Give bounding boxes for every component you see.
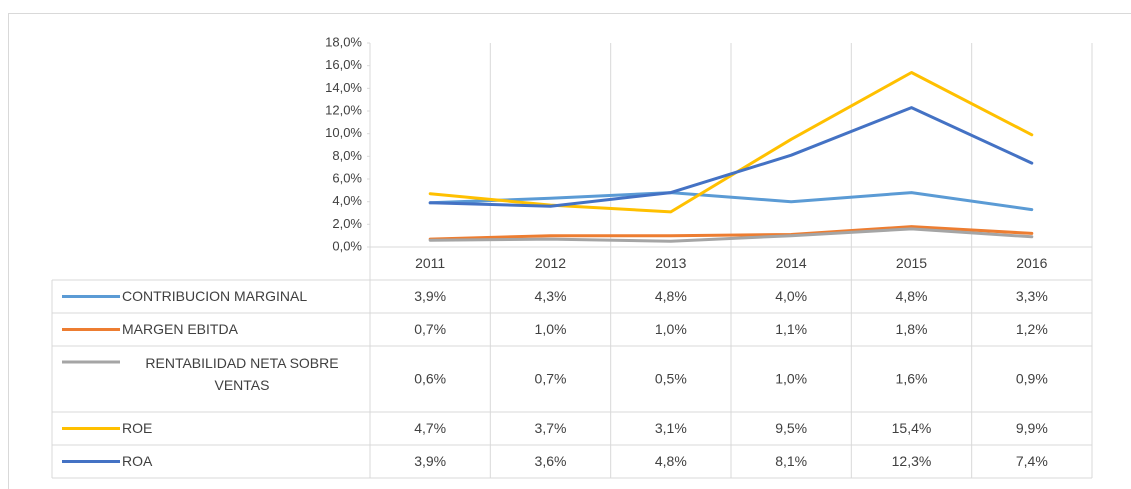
- legend-label-box: RENTABILIDAD NETA SOBRE VENTAS: [145, 355, 339, 393]
- y-tick-label: 8,0%: [332, 148, 362, 163]
- value-label: 8,1%: [775, 453, 807, 469]
- value-label: 3,6%: [535, 453, 567, 469]
- y-tick-label: 12,0%: [325, 102, 362, 117]
- value-label: 0,6%: [414, 371, 446, 387]
- y-tick-label: 14,0%: [325, 80, 362, 95]
- value-label: 3,9%: [414, 288, 446, 304]
- legend-label: CONTRIBUCION MARGINAL: [122, 288, 307, 304]
- value-label: 3,3%: [1016, 288, 1048, 304]
- value-label: 4,3%: [535, 288, 567, 304]
- series-line: [428, 106, 1034, 208]
- series-line: [428, 225, 1034, 241]
- x-tick-label: 2014: [776, 255, 807, 271]
- series-line: [428, 71, 1034, 214]
- value-label: 0,7%: [535, 371, 567, 387]
- legend-label: ROA: [122, 453, 153, 469]
- value-label: 12,3%: [892, 453, 932, 469]
- y-tick-label: 16,0%: [325, 57, 362, 72]
- legend-label: RENTABILIDAD NETA SOBRE VENTAS: [145, 355, 339, 393]
- value-label: 4,8%: [655, 288, 687, 304]
- value-label: 3,7%: [535, 420, 567, 436]
- value-label: 1,1%: [775, 321, 807, 337]
- x-tick-label: 2013: [655, 255, 686, 271]
- legend-label: ROE: [122, 420, 152, 436]
- x-tick-label: 2012: [535, 255, 566, 271]
- value-label: 1,0%: [655, 321, 687, 337]
- value-label: 4,0%: [775, 288, 807, 304]
- value-label: 0,9%: [1016, 371, 1048, 387]
- y-tick-label: 4,0%: [332, 193, 362, 208]
- value-label: 1,6%: [896, 371, 928, 387]
- value-label: 0,7%: [414, 321, 446, 337]
- x-tick-label: 2011: [415, 255, 445, 271]
- legend-label: MARGEN EBITDA: [122, 321, 239, 337]
- value-label: 4,7%: [414, 420, 446, 436]
- value-label: 4,8%: [896, 288, 928, 304]
- value-label: 0,5%: [655, 371, 687, 387]
- chart-frame: [8, 13, 1131, 489]
- value-label: 1,0%: [535, 321, 567, 337]
- value-label: 1,2%: [1016, 321, 1048, 337]
- y-tick-label: 10,0%: [325, 125, 362, 140]
- y-tick-label: 2,0%: [332, 216, 362, 231]
- value-label: 1,8%: [896, 321, 928, 337]
- value-label: 9,5%: [775, 420, 807, 436]
- value-label: 4,8%: [655, 453, 687, 469]
- y-tick-label: 18,0%: [325, 34, 362, 49]
- value-label: 3,1%: [655, 420, 687, 436]
- x-tick-label: 2016: [1016, 255, 1047, 271]
- y-tick-label: 6,0%: [332, 170, 362, 185]
- x-tick-label: 2015: [896, 255, 927, 271]
- series-line: [428, 227, 1034, 243]
- value-label: 3,9%: [414, 453, 446, 469]
- y-tick-label: 0,0%: [332, 238, 362, 253]
- value-label: 1,0%: [775, 371, 807, 387]
- value-label: 7,4%: [1016, 453, 1048, 469]
- value-label: 9,9%: [1016, 420, 1048, 436]
- value-label: 15,4%: [892, 420, 932, 436]
- series-line: [428, 191, 1034, 212]
